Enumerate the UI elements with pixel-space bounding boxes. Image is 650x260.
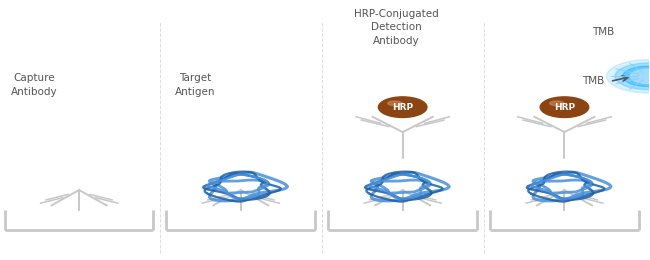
Text: HRP: HRP — [554, 103, 575, 112]
Text: Target
Antigen: Target Antigen — [176, 73, 216, 97]
Text: TMB: TMB — [592, 27, 614, 37]
Ellipse shape — [550, 101, 564, 106]
Ellipse shape — [378, 97, 427, 118]
Circle shape — [630, 69, 650, 83]
Text: HRP: HRP — [392, 103, 413, 112]
Ellipse shape — [388, 101, 402, 106]
Circle shape — [606, 60, 650, 93]
Text: Capture
Antibody: Capture Antibody — [10, 73, 57, 97]
Text: TMB: TMB — [582, 76, 604, 86]
Circle shape — [615, 63, 650, 90]
Ellipse shape — [540, 97, 589, 118]
Text: HRP-Conjugated
Detection
Antibody: HRP-Conjugated Detection Antibody — [354, 9, 439, 46]
Circle shape — [623, 66, 650, 87]
